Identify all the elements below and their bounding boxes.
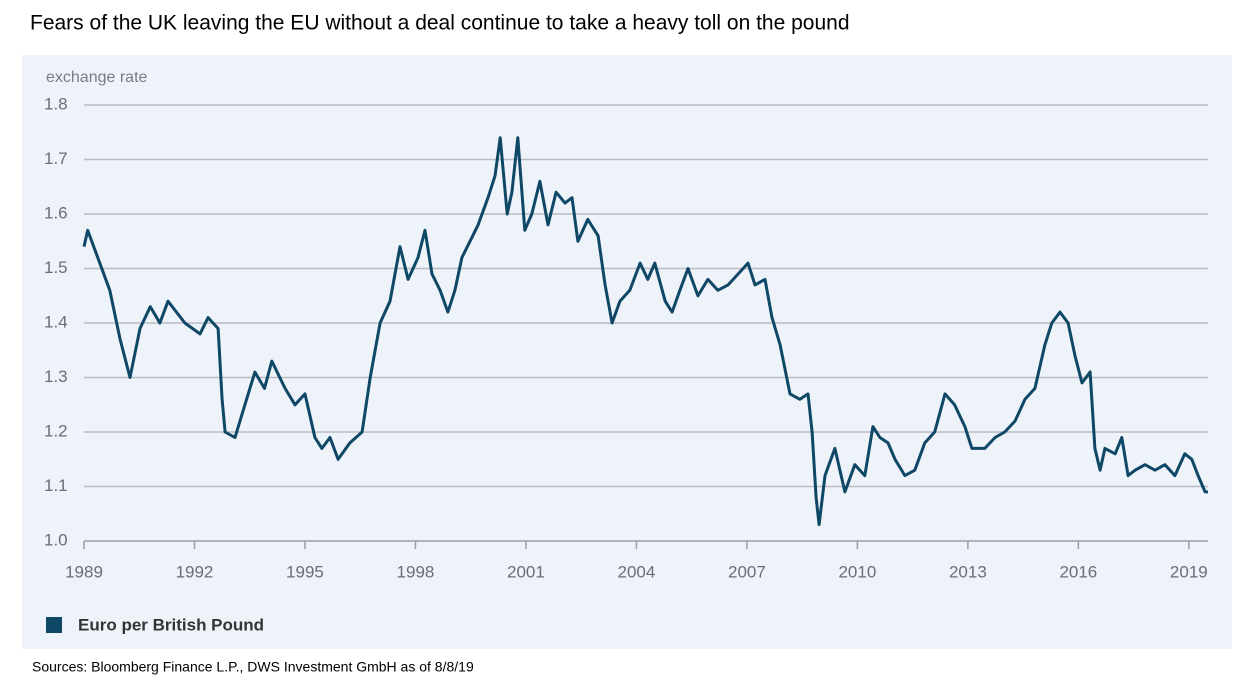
x-tick-label: 1995: [286, 562, 324, 581]
x-tick-label: 1989: [65, 562, 103, 581]
chart-title: Fears of the UK leaving the EU without a…: [30, 12, 850, 35]
y-tick-label: 1.1: [44, 476, 68, 495]
x-tick-label: 2016: [1059, 562, 1097, 581]
x-tick-label: 1998: [397, 562, 435, 581]
chart-panel: [22, 55, 1232, 649]
x-tick-label: 2004: [618, 562, 656, 581]
source-note: Sources: Bloomberg Finance L.P., DWS Inv…: [32, 659, 474, 675]
data-line: [82, 136, 1208, 527]
x-tick-label: 2010: [838, 562, 876, 581]
y-tick-label: 1.5: [44, 258, 68, 277]
x-tick-label: 2007: [728, 562, 766, 581]
x-tick-label: 2001: [507, 562, 545, 581]
y-tick-label: 1.3: [44, 367, 68, 386]
x-tick-label: 2019: [1170, 562, 1208, 581]
x-tick-label: 2013: [949, 562, 987, 581]
y-axis-label: exchange rate: [46, 69, 148, 86]
y-tick-label: 1.7: [44, 149, 68, 168]
y-tick-label: 1.6: [44, 203, 68, 222]
legend-label: Euro per British Pound: [78, 615, 264, 634]
legend-swatch: [46, 617, 62, 633]
x-tick-label: 1992: [176, 562, 214, 581]
y-tick-label: 1.8: [44, 94, 68, 113]
y-tick-label: 1.0: [44, 530, 68, 549]
y-tick-label: 1.4: [44, 312, 68, 331]
y-tick-label: 1.2: [44, 421, 68, 440]
